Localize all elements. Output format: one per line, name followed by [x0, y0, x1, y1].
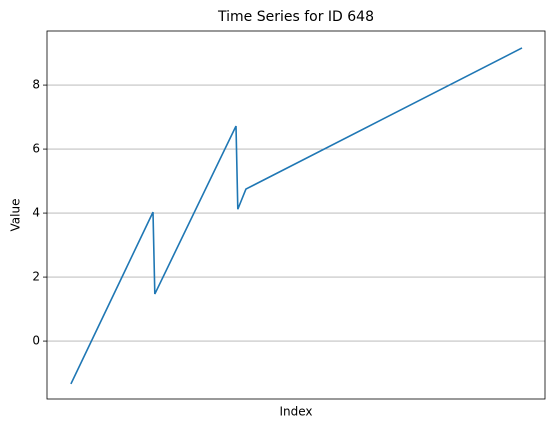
y-tick-label: 6	[32, 142, 40, 156]
y-tick-label: 0	[32, 334, 40, 348]
y-tick-label: 2	[32, 270, 40, 284]
y-tick-label: 8	[32, 78, 40, 92]
chart-title: Time Series for ID 648	[217, 9, 374, 25]
x-axis-label: Index	[279, 405, 312, 419]
data-line	[70, 47, 523, 385]
plot-frame	[46, 30, 546, 400]
y-tick-label: 4	[32, 206, 40, 220]
y-axis-label: Value	[9, 199, 23, 232]
